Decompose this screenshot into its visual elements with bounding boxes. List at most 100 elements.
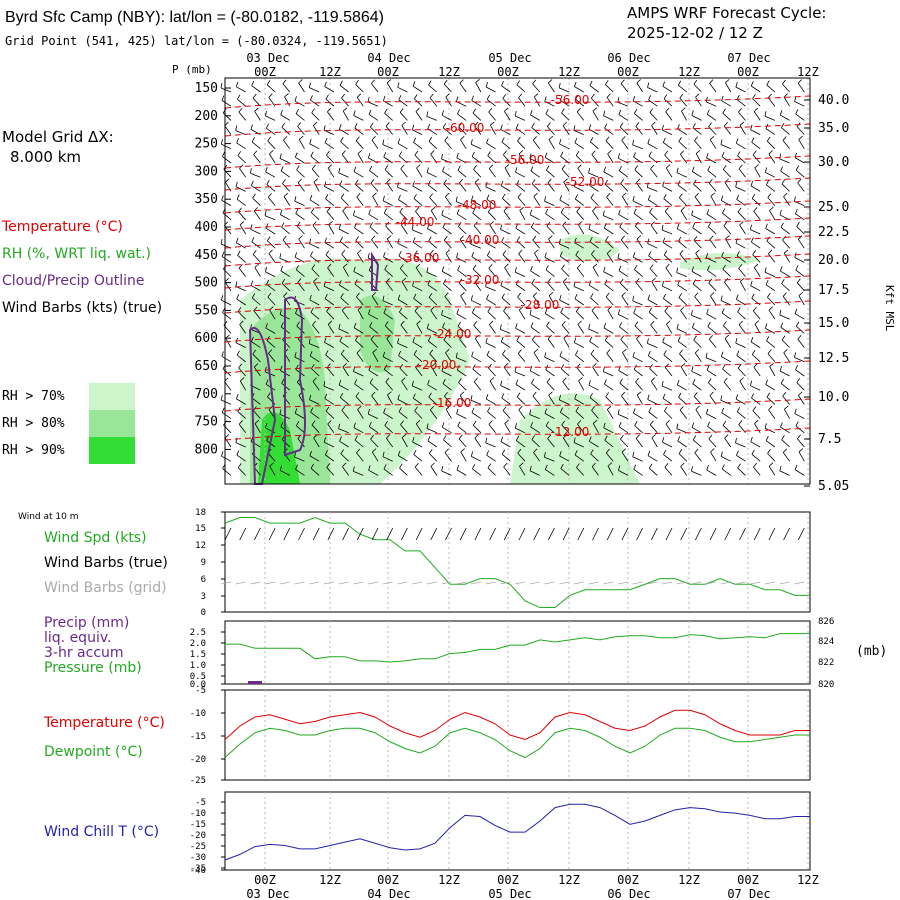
wind-barb-flag bbox=[575, 406, 579, 412]
wind-barb-flag bbox=[617, 153, 620, 159]
wind-barb-shaft bbox=[445, 409, 452, 419]
wind-barb-flag bbox=[633, 152, 636, 158]
wind-barb-shaft bbox=[633, 213, 643, 221]
wind-barb-shaft bbox=[282, 83, 291, 93]
wind-barb-flag bbox=[353, 322, 357, 328]
wind-barb bbox=[224, 221, 232, 235]
wind-barb bbox=[427, 279, 438, 292]
wind-barb-shaft bbox=[752, 310, 761, 320]
wind-barb bbox=[663, 449, 673, 462]
wind-barb bbox=[795, 421, 805, 434]
wind-barb bbox=[222, 307, 232, 320]
wind-barb-flag bbox=[503, 462, 508, 468]
wind-barb-flag bbox=[486, 94, 490, 100]
wind-barb bbox=[504, 263, 511, 277]
wind-barb-shaft bbox=[282, 339, 291, 348]
wind-barb bbox=[779, 209, 790, 221]
wind-barb-flag bbox=[430, 206, 436, 211]
wind-barb bbox=[401, 277, 408, 292]
wind-barb-flag bbox=[603, 166, 606, 172]
surface-wind-barb-grid-shaft bbox=[764, 581, 775, 585]
wind-barb-shaft bbox=[562, 225, 570, 235]
wind-barb bbox=[782, 292, 790, 306]
wind-barb-flag bbox=[532, 235, 537, 241]
surface-wind-barb-grid bbox=[514, 581, 526, 585]
wind-barb bbox=[750, 280, 761, 292]
wind-barb-shaft bbox=[766, 84, 776, 93]
wind-barb-flag bbox=[517, 349, 522, 354]
wind-barb-shaft bbox=[545, 425, 555, 434]
wind-barb-shaft bbox=[647, 299, 658, 306]
wind-barb-flag bbox=[383, 251, 386, 258]
wind-barb-flag bbox=[545, 208, 549, 214]
wind-barb-flag bbox=[530, 422, 533, 428]
wind-barb-shaft bbox=[267, 452, 276, 462]
wind-barb bbox=[338, 124, 349, 135]
wind-barb-flag bbox=[369, 222, 373, 228]
wind-barb-flag bbox=[558, 82, 561, 88]
wind-barb-flag bbox=[651, 121, 656, 126]
wind-barb-flag bbox=[721, 95, 724, 101]
wind-barb-flag bbox=[693, 236, 698, 241]
wind-barb-shaft bbox=[779, 370, 790, 377]
wind-barb bbox=[486, 94, 496, 107]
wind-barb-flag bbox=[576, 207, 581, 212]
wind-barb-shaft bbox=[617, 413, 629, 419]
wind-barb-shaft bbox=[487, 155, 496, 164]
wind-barb-shaft bbox=[588, 172, 599, 178]
wind-barb-flag bbox=[441, 210, 444, 216]
wind-barb bbox=[561, 420, 570, 434]
wind-barb-shaft bbox=[589, 185, 599, 192]
wind-barb-flag bbox=[265, 379, 269, 385]
wind-barb-flag bbox=[559, 251, 563, 257]
wind-barb-shaft bbox=[692, 327, 702, 334]
wind-barb-flag bbox=[398, 95, 402, 100]
wind-barb-flag bbox=[735, 294, 739, 300]
pressure-tick-label: 400 bbox=[195, 220, 218, 235]
wind-barb-shaft bbox=[796, 126, 805, 135]
wind-barb-flag bbox=[280, 421, 284, 427]
wind-barb-flag bbox=[706, 152, 709, 159]
wind-barb bbox=[695, 93, 702, 107]
wind-barb bbox=[444, 292, 452, 306]
wind-barb-flag bbox=[428, 392, 432, 398]
wind-barb-flag bbox=[221, 95, 225, 101]
wind-barb-shaft bbox=[721, 356, 731, 363]
wind-barb bbox=[353, 322, 364, 334]
wind-barb bbox=[575, 350, 585, 363]
wind-barb bbox=[648, 407, 658, 419]
wind-barb-shaft bbox=[340, 453, 349, 462]
wind-barb-flag bbox=[768, 462, 774, 467]
wind-barb-shaft bbox=[779, 470, 790, 476]
wind-barb-shaft bbox=[545, 269, 555, 277]
wind-barb-shaft bbox=[620, 438, 629, 448]
wind-barb bbox=[680, 306, 688, 320]
wind-barb bbox=[340, 193, 349, 206]
wind-barb-flag bbox=[279, 465, 283, 471]
wind-barb bbox=[338, 167, 349, 178]
wind-barb-flag bbox=[750, 237, 754, 243]
wind-barb-shaft bbox=[294, 200, 305, 206]
wind-barb bbox=[311, 164, 320, 178]
wind-barb bbox=[603, 422, 614, 434]
wind-barb-shaft bbox=[457, 369, 467, 377]
wind-barb-flag bbox=[737, 151, 741, 157]
wind-barb bbox=[385, 377, 394, 391]
panel-y-tick-label: -15 bbox=[190, 732, 206, 742]
wind-barb-shaft bbox=[692, 127, 702, 135]
wind-barb bbox=[518, 249, 526, 263]
wind-barb-flag bbox=[574, 393, 577, 399]
wind-barb-flag bbox=[573, 125, 576, 131]
surface-wind-barb bbox=[562, 527, 570, 541]
wind-barb-shaft bbox=[223, 325, 232, 334]
wind-barb-flag bbox=[488, 107, 493, 113]
surface-wind-barb bbox=[533, 527, 541, 541]
wind-barb-shaft bbox=[632, 456, 643, 462]
wind-barb bbox=[782, 79, 790, 93]
wind-barb bbox=[309, 294, 320, 306]
wind-barb bbox=[678, 392, 687, 405]
wind-barb-shaft bbox=[354, 227, 364, 235]
wind-barb bbox=[604, 335, 614, 348]
wind-barb bbox=[679, 249, 688, 263]
wind-barb-flag bbox=[797, 178, 802, 184]
